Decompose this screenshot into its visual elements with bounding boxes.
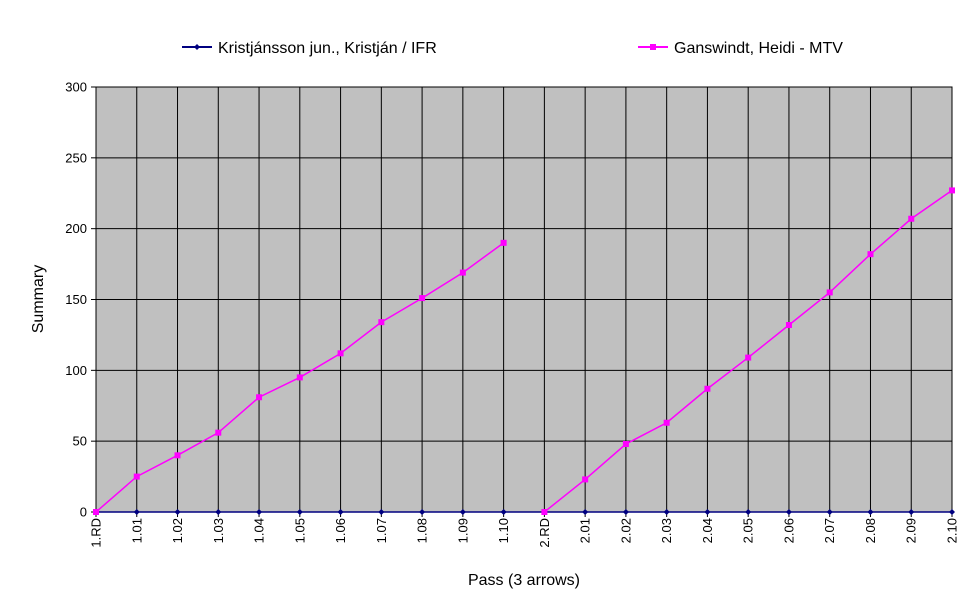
x-tick-label: 2.03 [659, 518, 674, 543]
x-tick-label: 1.09 [455, 518, 470, 543]
x-tick-label: 1.01 [129, 518, 144, 543]
data-point [459, 269, 466, 276]
y-tick-label: 150 [65, 292, 87, 307]
legend-swatch-diamond [194, 44, 200, 50]
data-point [663, 509, 670, 515]
data-point [215, 429, 222, 436]
legend-item-series-2: Ganswindt, Heidi - MTV [638, 40, 843, 57]
y-tick-label: 0 [80, 505, 87, 520]
data-point [704, 385, 711, 392]
data-point [622, 441, 629, 447]
x-tick-label: 2.05 [741, 518, 756, 543]
y-tick-label: 250 [65, 150, 87, 165]
data-point [459, 509, 466, 515]
data-point [378, 319, 385, 326]
y-tick-label: 50 [73, 434, 87, 449]
data-point [663, 419, 670, 426]
x-tick-label: 2.07 [822, 518, 837, 543]
legend-swatch-square [650, 44, 656, 50]
legend-label-series-2: Ganswindt, Heidi - MTV [674, 40, 843, 57]
x-tick-label: 2.08 [863, 518, 878, 543]
data-point [296, 374, 303, 381]
y-axis: 0 50 100 150 200 250 300 [65, 80, 96, 520]
x-tick-label: 2.09 [904, 518, 919, 543]
x-tick-label: 1.04 [252, 518, 267, 543]
data-point [93, 509, 99, 515]
data-point [867, 509, 874, 515]
data-point [541, 509, 548, 515]
data-point [949, 509, 955, 515]
x-axis: 1.RD 1.01 1.02 1.03 1.04 1.05 1.06 1.07 1.08 1.09… [89, 512, 960, 548]
data-point [419, 509, 426, 515]
x-tick-label: 2.10 [945, 518, 960, 543]
data-point [622, 509, 629, 515]
data-point [174, 452, 181, 459]
data-point [582, 476, 589, 483]
series-layer [93, 187, 955, 515]
data-point [826, 509, 833, 515]
data-point [582, 509, 589, 515]
data-point [337, 509, 344, 515]
data-point [500, 509, 507, 515]
data-point [908, 509, 915, 515]
data-point [133, 509, 140, 515]
y-tick-label: 300 [65, 80, 87, 95]
data-point [419, 295, 426, 302]
x-tick-label: 1.05 [292, 518, 307, 543]
x-tick-label: 2.RD [537, 518, 552, 548]
data-point [500, 239, 507, 246]
data-point [704, 509, 711, 515]
x-tick-label: 1.06 [333, 518, 348, 543]
series-2 [93, 187, 955, 515]
x-tick-label: 1.02 [170, 518, 185, 543]
x-tick-label: 2.02 [618, 518, 633, 543]
y-tick-label: 200 [65, 221, 87, 236]
data-point [826, 289, 833, 296]
legend-label-series-1: Kristjánsson jun., Kristján / IFR [218, 40, 437, 57]
x-tick-label: 2.06 [781, 518, 796, 543]
data-point [785, 509, 792, 515]
legend-item-series-1: Kristjánsson jun., Kristján / IFR [182, 40, 437, 57]
x-tick-label: 2.04 [700, 518, 715, 543]
x-tick-label: 1.RD [89, 518, 104, 548]
y-axis-title: Summary [30, 265, 47, 333]
data-point [745, 509, 752, 515]
data-point [337, 350, 344, 357]
x-tick-label: 2.01 [578, 518, 593, 543]
data-point [296, 509, 303, 515]
x-tick-label: 1.10 [496, 518, 511, 543]
series-1 [93, 509, 955, 515]
x-axis-title: Pass (3 arrows) [468, 572, 580, 589]
legend: Kristjánsson jun., Kristján / IFR Ganswi… [182, 40, 843, 57]
x-tick-label: 1.08 [415, 518, 430, 543]
data-point [908, 215, 915, 222]
data-point [378, 509, 385, 515]
data-point [215, 509, 222, 515]
data-point [867, 251, 874, 258]
x-tick-label: 1.03 [211, 518, 226, 543]
data-point [133, 473, 140, 480]
y-tick-label: 100 [65, 363, 87, 378]
data-point [256, 509, 263, 515]
data-point [785, 322, 792, 328]
data-point [256, 394, 263, 401]
data-point [174, 509, 181, 515]
x-tick-label: 1.07 [374, 518, 389, 543]
data-point [745, 354, 752, 361]
data-point [949, 187, 955, 194]
